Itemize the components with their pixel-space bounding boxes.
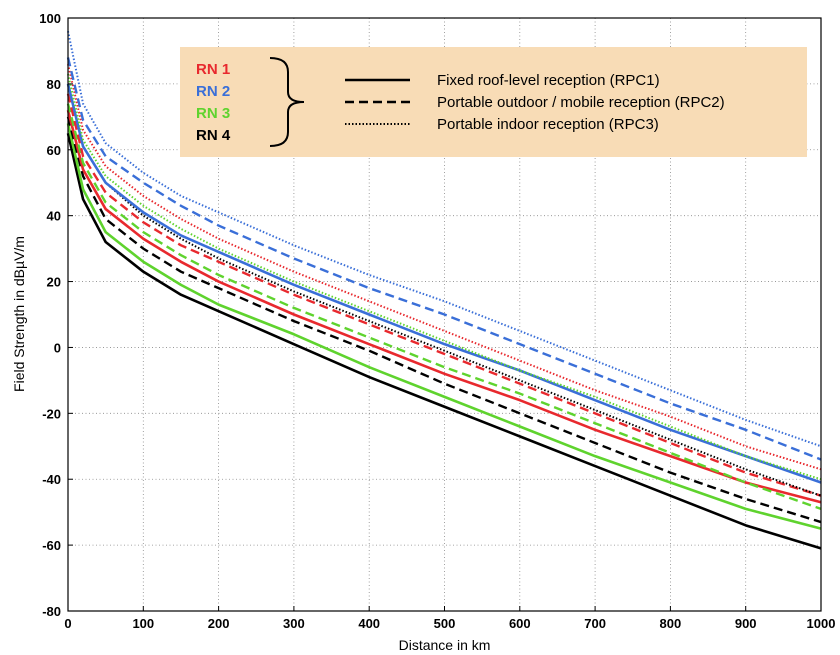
series-line-rn-1-rpc2 [66, 93, 822, 497]
legend-rn2: RN 2 [196, 83, 230, 100]
x-tick-label: 400 [358, 616, 380, 631]
legend-rn4: RN 4 [196, 127, 231, 144]
legend-rn3: RN 3 [196, 105, 230, 122]
x-tick-label: 200 [208, 616, 230, 631]
series-line-rn-2-rpc2 [66, 57, 822, 461]
x-tick-label: 0 [64, 616, 71, 631]
x-axis-title: Distance in km [399, 637, 491, 653]
y-tick-label: 60 [47, 143, 61, 158]
legend-rpc2-label: Portable outdoor / mobile reception (RPC… [437, 94, 725, 111]
x-tick-label: 500 [434, 616, 456, 631]
series-line-rn-3-rpc2 [66, 103, 822, 511]
series-line-rn-2-rpc1 [66, 83, 822, 484]
y-tick-label: 20 [47, 275, 61, 290]
x-tick-label: 100 [132, 616, 154, 631]
series-line-rn-4-rpc2 [66, 116, 822, 524]
x-tick-label: 1000 [807, 616, 836, 631]
y-tick-label: 100 [39, 11, 61, 26]
legend-brace [269, 57, 305, 147]
legend: RN 1 RN 2 RN 3 RN 4 Fixed roof-level rec… [180, 47, 807, 157]
series-line-rn-3-rpc3 [67, 73, 822, 481]
y-tick-label: 40 [47, 209, 61, 224]
x-tick-label: 300 [283, 616, 305, 631]
x-tick-label: 800 [660, 616, 682, 631]
series-group [66, 30, 822, 550]
series-line-rn-2-rpc3 [67, 30, 822, 448]
series-line-rn-1-rpc3 [67, 63, 822, 471]
y-axis-title: Field Strength in dBµV/m [11, 236, 27, 392]
series-line-rn-4-rpc1 [66, 133, 822, 550]
y-tick-label: 0 [54, 340, 61, 355]
y-tick-label: -40 [42, 472, 61, 487]
y-tick-label: 80 [47, 77, 61, 92]
y-tick-label: -60 [42, 538, 61, 553]
series-line-rn-3-rpc1 [66, 123, 822, 530]
y-tick-label: -20 [42, 406, 61, 421]
x-tick-label: 700 [584, 616, 606, 631]
legend-box [180, 47, 807, 157]
series-line-rn-1-rpc1 [66, 109, 822, 504]
legend-rn1: RN 1 [196, 61, 230, 78]
y-tick-label: -80 [42, 604, 61, 619]
x-tick-label: 600 [509, 616, 531, 631]
tick-labels: 0 100 200 300 400 500 600 700 800 900 1000-80-60-4… [39, 11, 835, 631]
legend-rpc1-label: Fixed roof-level reception (RPC1) [437, 72, 660, 89]
legend-rpc3-label: Portable indoor reception (RPC3) [437, 116, 659, 133]
x-tick-label: 900 [735, 616, 757, 631]
